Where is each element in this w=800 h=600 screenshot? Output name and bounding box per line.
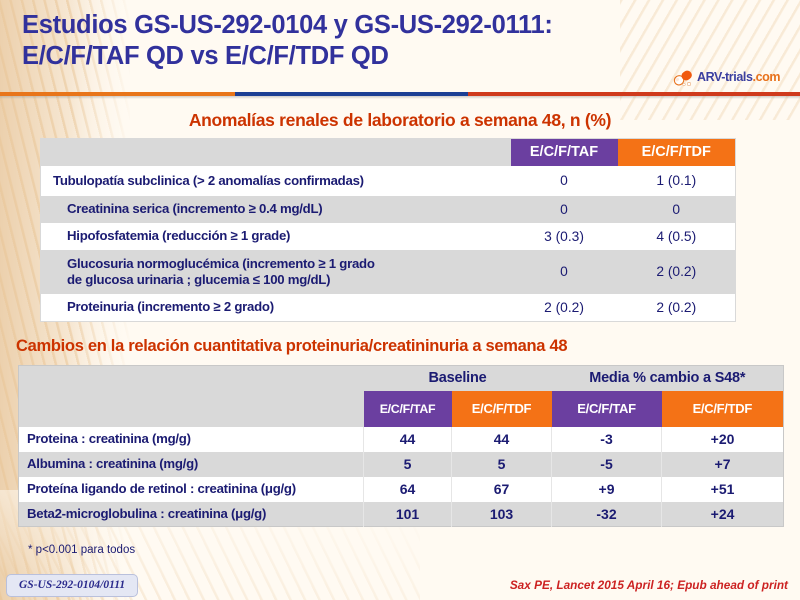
row-value-tdf: 2 (0.2) (617, 249, 736, 294)
table-row: Creatinina serica (incremento ≥ 0.4 mg/d… (40, 195, 736, 223)
divider-segment-red (468, 92, 800, 96)
row-value-baseline-tdf: 5 (450, 451, 552, 477)
logo-text: ARV-trials.com (697, 70, 780, 84)
row-value-baseline-tdf: 103 (450, 501, 552, 527)
background-texture-top-right (620, 0, 800, 120)
table-row: Beta2-microglobulina : creatinina (μg/g)… (18, 501, 784, 527)
reference-citation: Sax PE, Lancet 2015 April 16; Epub ahead… (509, 578, 788, 592)
table-row: Proteinuria (incremento ≥ 2 grado) 2 (0.… (40, 293, 736, 322)
row-value-tdf: 1 (0.1) (617, 165, 736, 196)
row-label: Tubulopatía subclinica (> 2 anomalías co… (40, 165, 511, 196)
column-group-header-baseline: Baseline (363, 365, 552, 391)
row-label: Proteina : creatinina (mg/g) (18, 426, 364, 452)
row-value-baseline-tdf: 67 (450, 476, 552, 502)
table-proteinuria-creatininuria-ratio: Baseline Media % cambio a S48* E/C/F/TAF… (18, 365, 785, 527)
row-label: Albumina : creatinina (mg/g) (18, 451, 364, 477)
table-row: Albumina : creatinina (mg/g) 5 5 -5 +7 (18, 451, 784, 477)
row-label: Creatinina serica (incremento ≥ 0.4 mg/d… (40, 195, 511, 223)
row-value-taf: 0 (510, 165, 618, 196)
row-value-baseline-taf: 101 (363, 501, 452, 527)
row-label-line-2: de glucosa urinaria ; glucemia ≤ 100 mg/… (67, 271, 331, 287)
table-row: Tubulopatía subclinica (> 2 anomalías co… (40, 165, 736, 196)
row-value-change-taf: -5 (551, 451, 662, 477)
row-value-change-tdf: +7 (661, 451, 784, 477)
logo-domain-suffix: .com (752, 70, 781, 84)
page-title-line-1: Estudios GS-US-292-0104 y GS-US-292-0111… (22, 11, 553, 39)
divider-segment-orange (0, 92, 235, 96)
row-label-line-1: Glucosuria normoglucémica (incremento ≥ … (67, 255, 375, 271)
divider-segment-blue (235, 92, 468, 96)
section-heading-renal-abnormalities: Anomalías renales de laboratorio a seman… (188, 110, 612, 130)
page-title: Estudios GS-US-292-0104 y GS-US-292-0111… (22, 10, 662, 72)
study-identifier-badge: GS-US-292-0104/0111 (6, 574, 139, 597)
row-label: Hipofosfatemia (reducción ≥ 1 grade) (40, 222, 511, 250)
table-group-header-row: Baseline Media % cambio a S48* (18, 365, 784, 427)
column-header-blank (18, 365, 364, 427)
slide-header: Estudios GS-US-292-0104 y GS-US-292-0111… (0, 0, 800, 100)
table-row: Hipofosfatemia (reducción ≥ 1 grade) 3 (… (40, 222, 736, 250)
row-label: Proteína ligando de retinol : creatinina… (18, 476, 364, 502)
table-row: Glucosuria normoglucémica (incremento ≥ … (40, 249, 736, 294)
logo-name: ARV-trials (697, 70, 753, 84)
row-value-taf: 3 (0.3) (510, 222, 618, 250)
row-value-baseline-taf: 5 (363, 451, 452, 477)
table-row: Proteína ligando de retinol : creatinina… (18, 476, 784, 502)
row-value-taf: 0 (510, 195, 618, 223)
arv-trials-logo[interactable]: ARV-trials.com (672, 68, 794, 94)
table-row: Proteina : creatinina (mg/g) 44 44 -3 +2… (18, 426, 784, 452)
column-header-change-ecftaf: E/C/F/TAF (551, 390, 662, 427)
column-header-change-ecftdf: E/C/F/TDF (661, 390, 784, 427)
row-value-tdf: 2 (0.2) (617, 293, 736, 322)
divider-shadow (0, 96, 800, 99)
footnote-significance: * p<0.001 para todos (28, 544, 136, 556)
row-value-change-tdf: +24 (661, 501, 784, 527)
column-header-baseline-ecftdf: E/C/F/TDF (451, 390, 552, 427)
row-value-change-taf: -32 (551, 501, 662, 527)
row-label: Beta2-microglobulina : creatinina (μg/g) (18, 501, 364, 527)
column-group-header-mean-change: Media % cambio a S48* (551, 365, 784, 391)
column-header-baseline-ecftaf: E/C/F/TAF (363, 390, 452, 427)
row-value-taf: 2 (0.2) (510, 293, 618, 322)
row-value-tdf: 4 (0.5) (617, 222, 736, 250)
row-value-taf: 0 (510, 249, 618, 294)
table-renal-lab-abnormalities: E/C/F/TAF E/C/F/TDF Tubulopatía subclini… (40, 138, 736, 322)
table-header-row: E/C/F/TAF E/C/F/TDF (40, 138, 736, 166)
row-value-change-taf: +9 (551, 476, 662, 502)
row-value-change-tdf: +20 (661, 426, 784, 452)
section-heading-proteinuria-ratio: Cambios en la relación cuantitativa prot… (16, 337, 568, 355)
row-value-baseline-taf: 44 (363, 426, 452, 452)
tricolor-divider (0, 92, 800, 96)
row-label: Glucosuria normoglucémica (incremento ≥ … (40, 249, 511, 294)
column-header-ecftaf: E/C/F/TAF (510, 138, 618, 166)
row-label: Proteinuria (incremento ≥ 2 grado) (40, 293, 511, 322)
column-header-blank (40, 138, 511, 166)
table-sub-header-row: E/C/F/TAF E/C/F/TDF E/C/F/TAF E/C/F/TDF (19, 390, 784, 427)
pill-capsule-icon (673, 70, 692, 86)
column-header-ecftdf: E/C/F/TDF (617, 138, 736, 166)
row-value-tdf: 0 (617, 195, 736, 223)
row-value-baseline-tdf: 44 (450, 426, 552, 452)
page-title-line-2: E/C/F/TAF QD vs E/C/F/TDF QD (22, 42, 389, 70)
row-value-change-taf: -3 (551, 426, 662, 452)
row-value-baseline-taf: 64 (363, 476, 452, 502)
row-value-change-tdf: +51 (661, 476, 784, 502)
